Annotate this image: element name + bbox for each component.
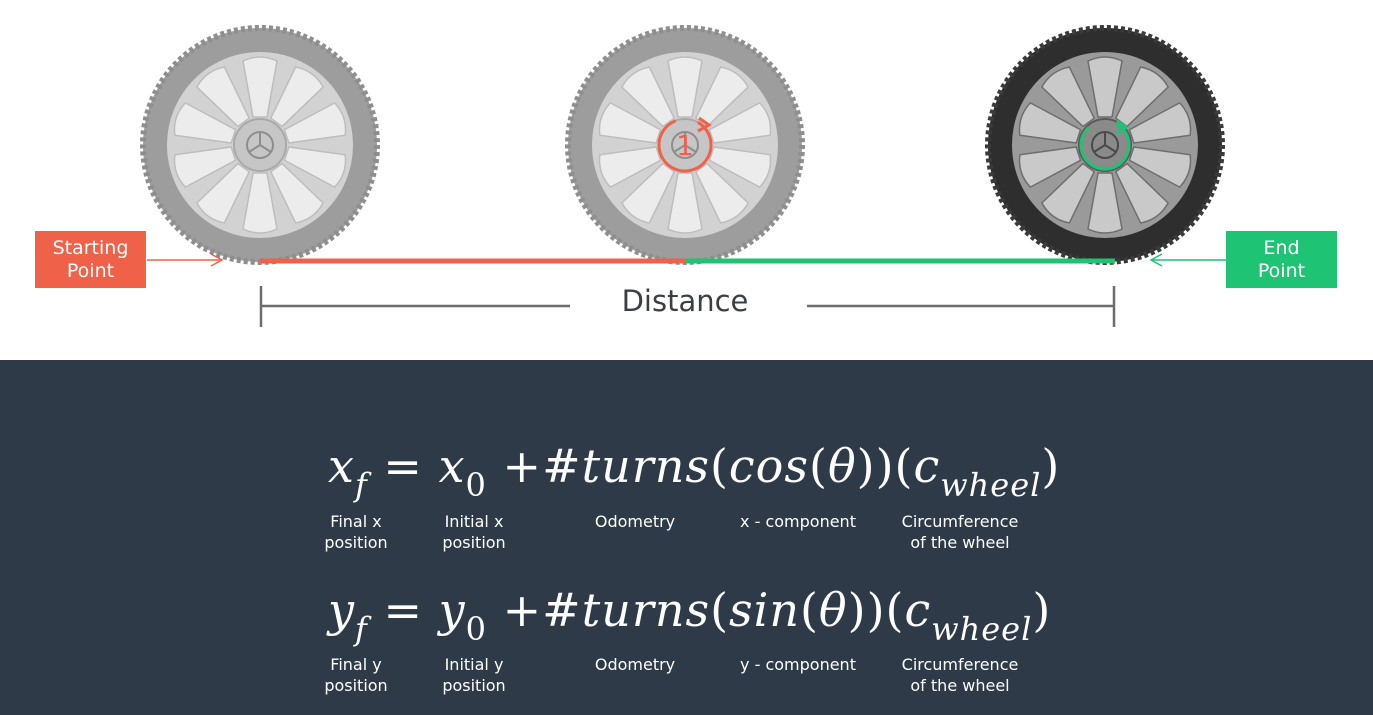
x-initial-caption-line-2: position — [442, 533, 506, 552]
y-turns: #turns — [542, 583, 711, 637]
diagram-area: 1 — [35, 25, 1337, 327]
y-plus: + — [502, 583, 543, 637]
rim-spoke — [1040, 162, 1096, 224]
y-trig: sin — [729, 583, 800, 637]
y-odometry-caption: Odometry — [594, 655, 676, 674]
start-wheel — [140, 25, 380, 265]
end-point-line-1: End — [1263, 236, 1300, 259]
rim-spoke — [1087, 56, 1123, 118]
x-equation: xf = x0 +#turns(cos(θ))(cwheel) — [328, 439, 1061, 504]
x-final-caption-line-2: position — [324, 533, 388, 552]
x-circumference-line-1: Circumference — [901, 512, 1019, 531]
distance-label: Distance — [621, 284, 749, 318]
x-plus: + — [502, 439, 543, 493]
y-initial-sub: 0 — [465, 610, 487, 648]
rim-spoke — [1018, 146, 1082, 189]
rim-spoke — [1128, 146, 1192, 189]
y-c: c — [904, 583, 932, 637]
y-initial-var: y — [438, 583, 466, 637]
y-final-caption-line-2: position — [324, 676, 388, 695]
x-final-caption: Final x position — [310, 511, 402, 553]
starting-point-line-1: Starting — [52, 236, 129, 259]
y-circumference-caption: Circumference of the wheel — [890, 654, 1030, 696]
end-point-line-2: Point — [1257, 259, 1306, 282]
rim-spoke — [1087, 172, 1123, 234]
equations-panel — [0, 360, 1373, 715]
y-initial-caption-line-2: position — [442, 676, 506, 695]
x-final-caption-line-1: Final x — [330, 512, 382, 531]
x-initial-sub: 0 — [465, 466, 487, 504]
x-c: c — [913, 439, 941, 493]
y-angle: θ — [818, 583, 848, 637]
x-component-caption: x - component — [740, 512, 856, 531]
end-wheel — [985, 25, 1225, 265]
y-component-caption: y - component — [740, 655, 856, 674]
x-final-var: x — [328, 439, 355, 493]
y-equation: yf = y0 +#turns(sin(θ))(cwheel) — [328, 583, 1052, 648]
y-circumference-line-2: of the wheel — [910, 676, 1010, 695]
x-initial-caption-line-1: Initial x — [444, 512, 504, 531]
rim-spoke — [1128, 101, 1192, 144]
distance-bracket — [259, 286, 1116, 327]
end-turn-marker — [1079, 119, 1131, 171]
y-circumference-line-1: Circumference — [901, 655, 1019, 674]
y-equals: = — [383, 583, 424, 637]
rim-spoke — [1114, 66, 1170, 128]
middle-wheel: 1 — [565, 25, 805, 265]
x-initial-caption: Initial x position — [428, 511, 520, 553]
x-angle: θ — [827, 439, 857, 493]
end-point-label: End Point — [1226, 231, 1337, 288]
turn-count-label: 1 — [676, 129, 694, 162]
rim-spoke — [1114, 162, 1170, 224]
start-arrow — [147, 253, 224, 267]
x-c-sub: wheel — [940, 466, 1042, 504]
y-initial-caption: Initial y position — [428, 654, 520, 696]
y-final-var: y — [328, 583, 355, 637]
x-turns: #turns — [542, 439, 710, 493]
y-c-sub: wheel — [931, 610, 1033, 648]
starting-point-line-2: Point — [66, 259, 115, 282]
y-initial-caption-line-1: Initial y — [444, 655, 504, 674]
x-circumference-line-2: of the wheel — [910, 533, 1010, 552]
y-final-caption: Final y position — [310, 654, 402, 696]
x-odometry-caption: Odometry — [594, 512, 676, 531]
x-equals: = — [383, 439, 423, 493]
y-final-caption-line-1: Final y — [330, 655, 382, 674]
x-trig: cos — [728, 439, 809, 493]
x-final-sub: f — [354, 466, 368, 504]
starting-point-label: Starting Point — [35, 231, 146, 288]
y-final-sub: f — [355, 610, 368, 648]
x-initial-var: x — [438, 439, 466, 493]
rim-spoke — [1018, 101, 1082, 144]
end-arrow — [1149, 253, 1226, 267]
wheels-diagram: 1 — [140, 25, 1226, 327]
x-circumference-caption: Circumference of the wheel — [890, 511, 1030, 553]
rim-spoke — [1040, 66, 1096, 128]
